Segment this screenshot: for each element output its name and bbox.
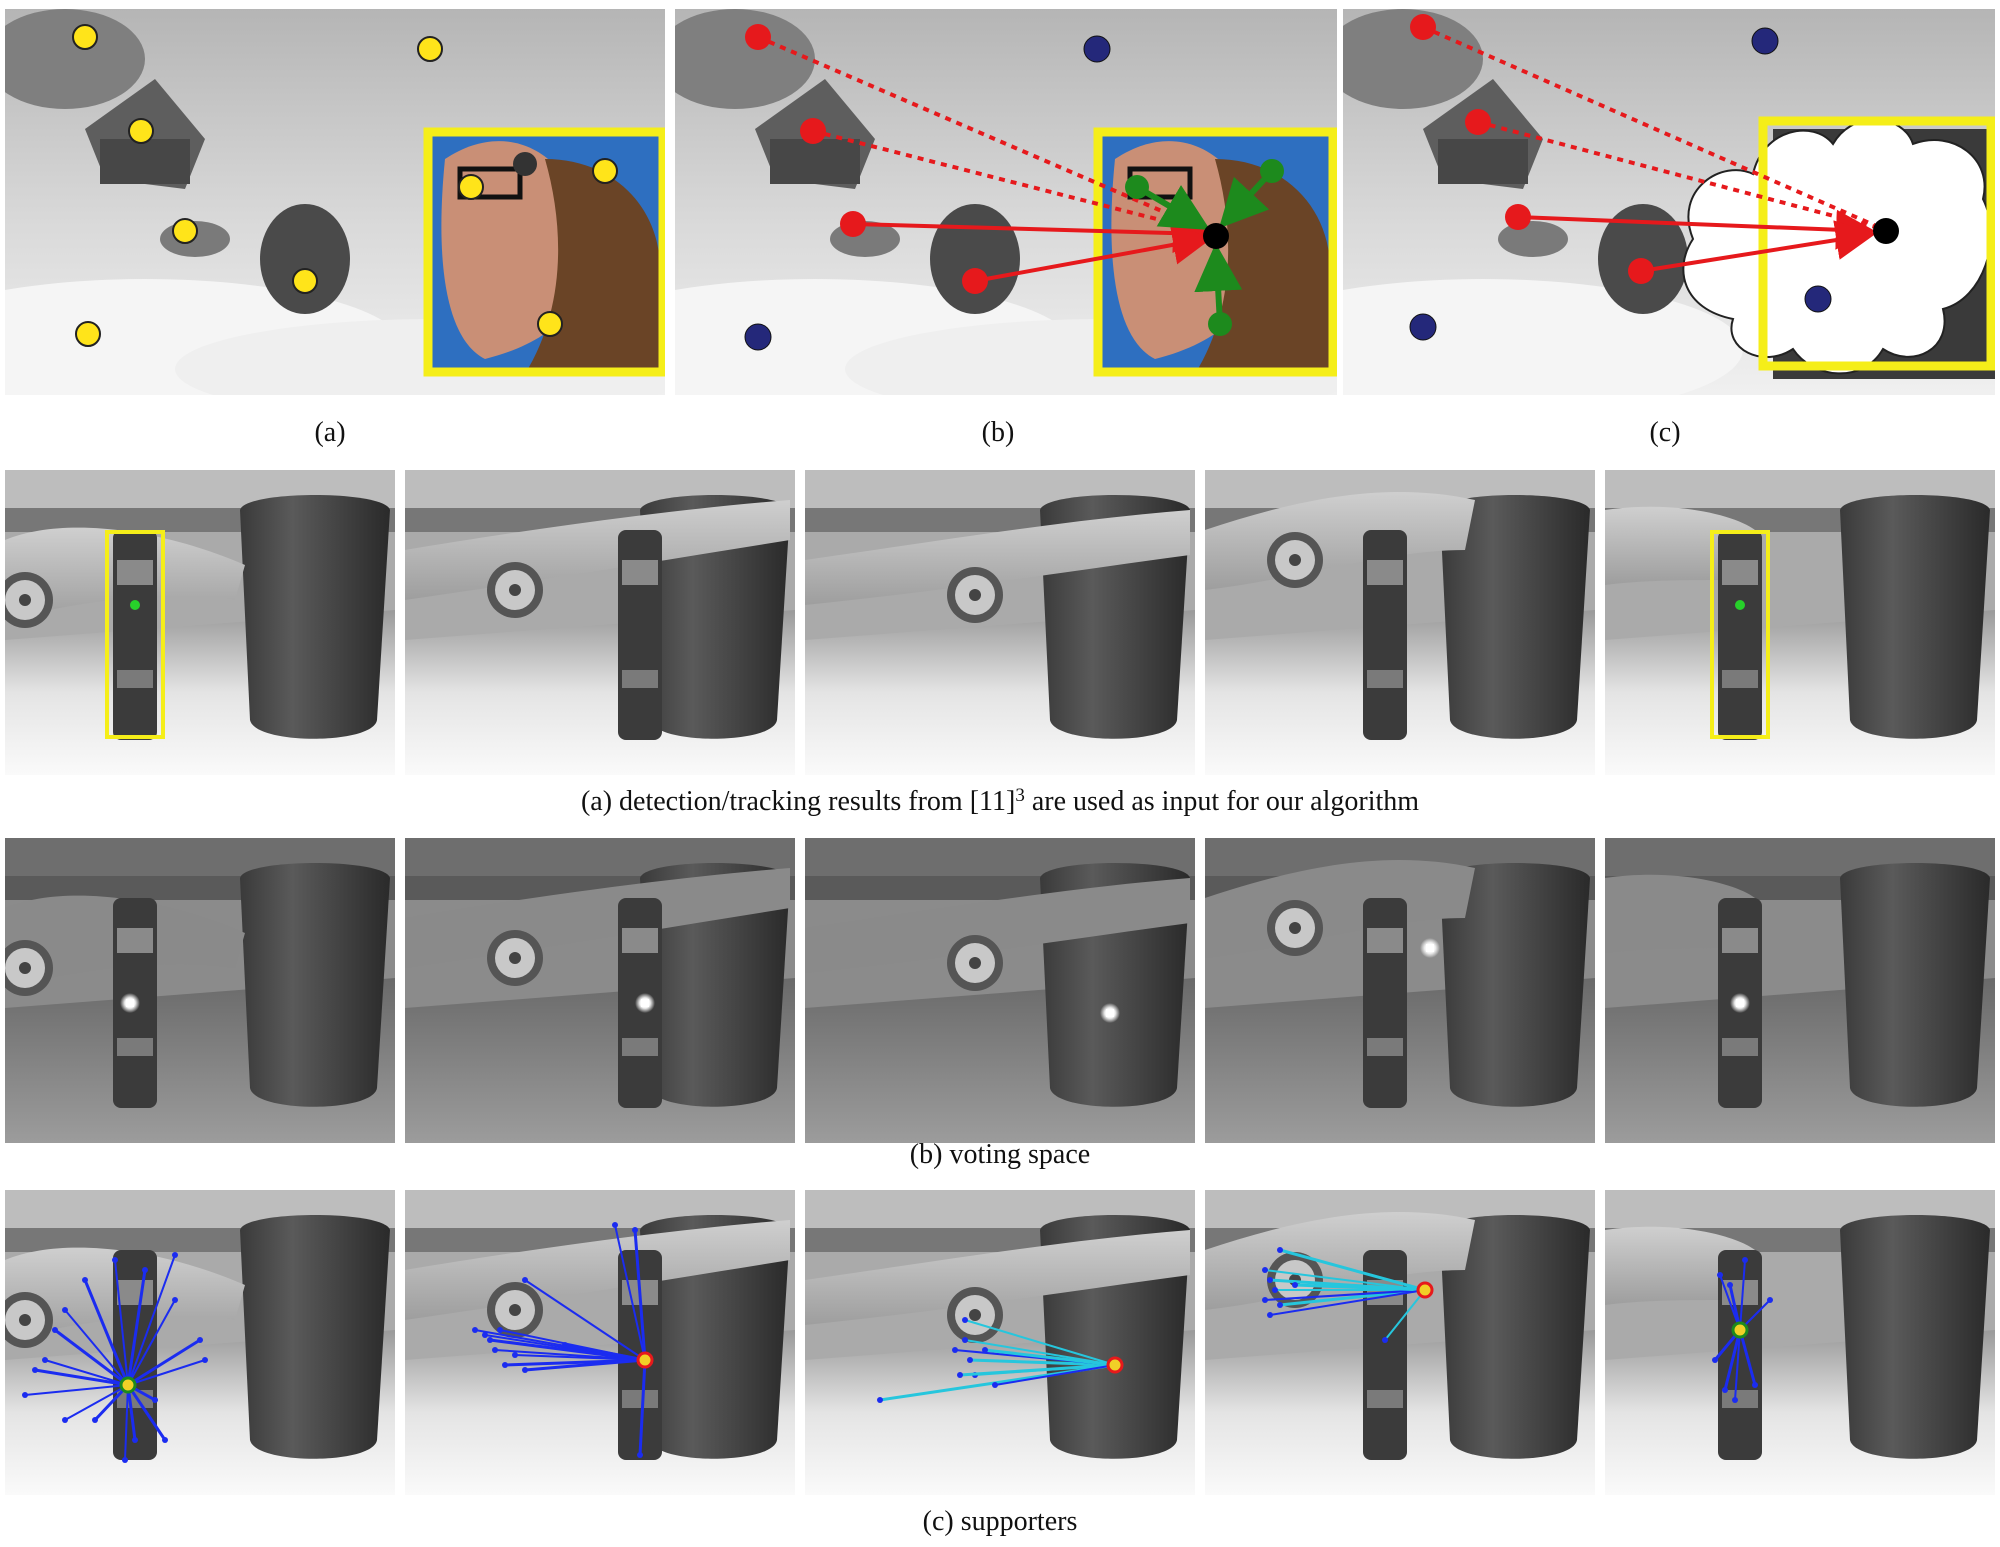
object-center <box>636 1351 654 1369</box>
feature-points <box>72 24 618 347</box>
voting-frame <box>405 838 795 1143</box>
supporters-frame <box>5 1190 395 1495</box>
object-votes <box>1135 168 1275 325</box>
detection-box <box>423 127 665 377</box>
caption-row-a-label: (a) <box>580 786 613 817</box>
supporter-rays <box>22 1252 208 1463</box>
object-center <box>1203 223 1229 249</box>
mug <box>1440 1215 1590 1459</box>
supporter-rays <box>1262 1247 1426 1343</box>
voting-rays <box>1422 25 1884 273</box>
caption-top-a: (a) <box>314 417 346 448</box>
mug <box>1840 495 1990 739</box>
supporter-rays <box>472 1222 647 1458</box>
supporters-frame <box>1605 1190 1995 1495</box>
voting-frame <box>1605 838 1995 1143</box>
up-scene-c <box>1343 9 1995 395</box>
caption-row-a-text-end: are used as input for our algorithm <box>1031 786 1420 817</box>
object-center <box>1873 218 1899 244</box>
caption-row-b: (b) voting space <box>0 1139 2000 1171</box>
detection-box <box>1758 116 1995 371</box>
supporter-points <box>745 24 988 294</box>
mug <box>240 495 390 739</box>
mug <box>1440 495 1590 739</box>
voting-frame <box>805 838 1195 1143</box>
up-scene-b <box>675 9 1337 395</box>
supporters-frame <box>405 1190 795 1495</box>
arm <box>805 878 1190 973</box>
arm <box>805 510 1190 605</box>
object-center <box>1106 1356 1124 1374</box>
caption-row-c: (c) supporters <box>0 1506 2000 1538</box>
mug <box>1840 863 1990 1107</box>
caption-row-c-text: supporters <box>960 1506 1078 1537</box>
tracking-frame <box>1605 470 1995 775</box>
tracking-frame <box>805 470 1195 775</box>
object-center <box>119 1376 137 1394</box>
caption-row-a-text: detection/tracking results from [11] <box>619 786 1016 817</box>
tracking-frame <box>1205 470 1595 775</box>
mug <box>240 863 390 1107</box>
caption-top-c: (c) <box>1649 417 1681 448</box>
tracking-center <box>130 600 140 610</box>
mug <box>1840 1215 1990 1459</box>
top-panel-a <box>5 9 665 395</box>
mug <box>1440 863 1590 1107</box>
arm <box>1605 506 1755 585</box>
supporter-rays <box>877 1317 1116 1403</box>
tracking-box <box>1710 530 1770 739</box>
arm <box>1605 874 1755 953</box>
voting-frame <box>5 838 395 1143</box>
outlier-points <box>744 35 1111 351</box>
supporter-points <box>1410 14 1654 284</box>
object-center <box>1731 1321 1749 1339</box>
tracking-box <box>105 530 165 739</box>
caption-row-b-label: (b) <box>909 1139 943 1170</box>
tracking-frame <box>405 470 795 775</box>
caption-row-c-label: (c) <box>922 1506 954 1537</box>
arm <box>1605 1226 1755 1305</box>
supporters-frame <box>805 1190 1195 1495</box>
object-center <box>1416 1281 1434 1299</box>
tracking-frame <box>5 470 395 775</box>
detection-box <box>1093 127 1337 377</box>
caption-row-a: (a) detection/tracking results from [11]… <box>0 785 2000 818</box>
caption-row-b-text: voting space <box>949 1139 1091 1170</box>
outlier-points <box>1409 27 1832 341</box>
tracking-center <box>1735 600 1745 610</box>
up-scene-a <box>5 9 665 395</box>
caption-row-a-sup: 3 <box>1015 785 1025 806</box>
mug <box>240 1215 390 1459</box>
voting-frame <box>1205 838 1595 1143</box>
top-panel-b <box>675 9 1337 395</box>
supporters-frame <box>1205 1190 1595 1495</box>
voting-rays <box>757 35 1216 283</box>
object-points <box>1125 159 1284 336</box>
arm <box>805 1230 1190 1325</box>
caption-top-b: (b) <box>981 417 1015 448</box>
top-panel-c <box>1343 9 1995 395</box>
